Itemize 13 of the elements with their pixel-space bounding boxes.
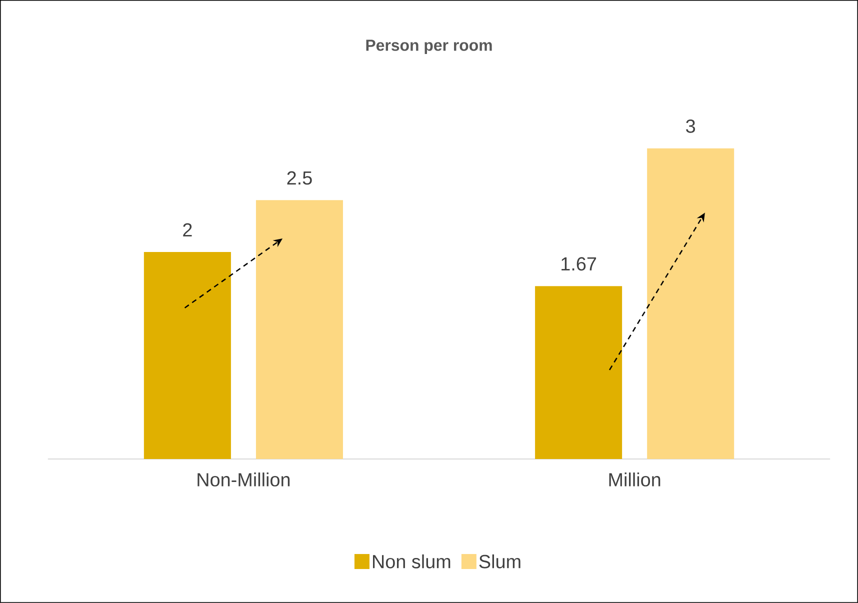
data-label: 2.5 [287, 171, 312, 185]
legend-label: Slum [479, 554, 520, 568]
bar [647, 148, 734, 460]
data-label: 3 [686, 120, 695, 133]
data-label: 1.67 [562, 257, 596, 271]
chart-title: Person per room [366, 40, 492, 54]
bar [256, 200, 343, 460]
x-tick-label: Million [609, 472, 660, 486]
data-label: 2 [183, 223, 192, 236]
x-tick-label: Non-Million [198, 472, 290, 486]
bar [535, 286, 622, 460]
bar [144, 252, 231, 460]
legend-label: Non slum [373, 554, 450, 568]
